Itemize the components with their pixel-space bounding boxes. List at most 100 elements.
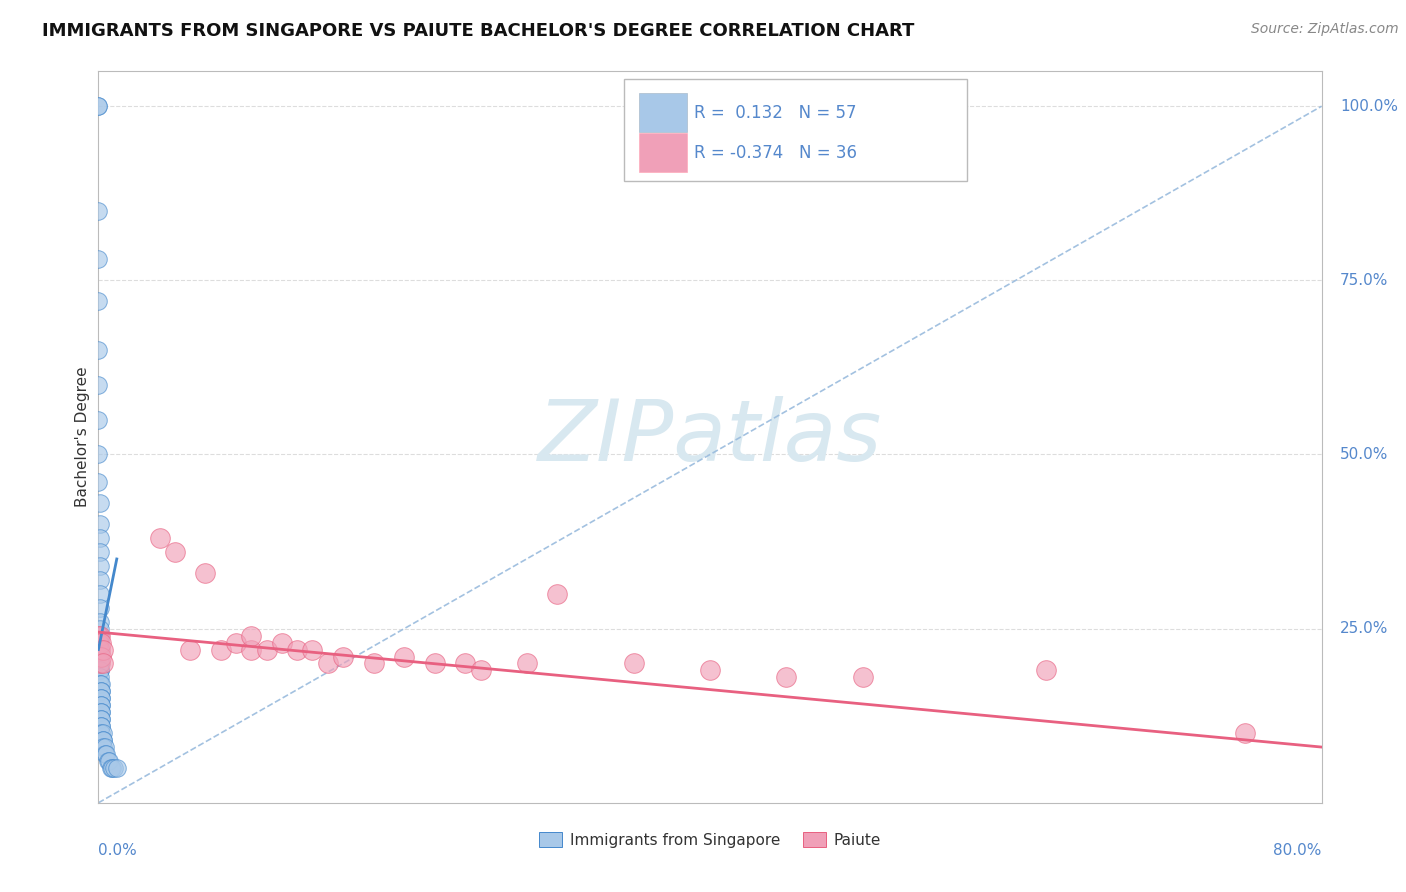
Point [91,733,114,747]
Point [546,587,568,601]
Point [105,761,128,775]
Point [89,677,111,691]
Point [87,343,110,357]
Text: 80.0%: 80.0% [1274,843,1322,858]
Point [89,573,111,587]
Point [98,754,121,768]
Point [301,642,323,657]
Point [87,377,110,392]
Point [87,448,110,462]
Point [87,629,110,643]
Point [87,412,110,426]
FancyBboxPatch shape [624,78,967,181]
Point [423,657,446,671]
Point [90,712,112,726]
Point [87,252,110,267]
Point [91,733,114,747]
Text: ZIPatlas: ZIPatlas [538,395,882,479]
Point [285,642,308,657]
Point [89,657,111,671]
Point [90,698,112,713]
Point [89,558,111,573]
Point [89,545,111,559]
Point [91,642,114,657]
Legend: Immigrants from Singapore, Paiute: Immigrants from Singapore, Paiute [533,825,887,854]
Point [270,635,292,649]
Point [90,712,112,726]
Point [240,642,263,657]
Point [852,670,875,684]
Point [90,719,112,733]
Point [89,642,111,657]
Point [89,517,111,532]
Point [87,635,110,649]
Text: IMMIGRANTS FROM SINGAPORE VS PAIUTE BACHELOR'S DEGREE CORRELATION CHART: IMMIGRANTS FROM SINGAPORE VS PAIUTE BACH… [42,22,914,40]
Y-axis label: Bachelor's Degree: Bachelor's Degree [75,367,90,508]
Point [89,657,111,671]
Point [256,642,278,657]
Point [89,629,111,643]
Text: 0.0%: 0.0% [98,843,138,858]
Point [101,761,124,775]
Point [87,203,110,218]
Point [149,531,172,545]
Point [91,726,114,740]
Point [90,684,112,698]
Text: 75.0%: 75.0% [1340,273,1388,288]
Point [93,740,115,755]
Point [89,629,111,643]
Point [90,684,112,698]
Point [87,99,110,113]
Point [623,657,645,671]
Text: R =  0.132   N = 57: R = 0.132 N = 57 [695,104,856,122]
Point [89,496,111,510]
Point [90,698,112,713]
FancyBboxPatch shape [640,93,686,132]
Point [91,740,114,755]
Text: 25.0%: 25.0% [1340,621,1388,636]
Point [454,657,477,671]
Point [89,642,111,657]
Point [89,657,111,671]
Text: Source: ZipAtlas.com: Source: ZipAtlas.com [1251,22,1399,37]
Point [90,691,112,706]
Point [89,664,111,678]
Point [470,664,492,678]
Point [699,664,721,678]
Point [87,99,110,113]
Point [209,642,232,657]
Point [94,747,117,761]
Point [90,649,112,664]
Point [775,670,797,684]
Point [89,531,111,545]
Point [1234,726,1257,740]
Point [91,657,114,671]
Point [89,615,111,629]
Point [163,545,186,559]
Point [90,705,112,719]
Point [93,747,115,761]
Point [363,657,385,671]
Point [225,635,247,649]
Text: 50.0%: 50.0% [1340,447,1388,462]
Point [90,635,112,649]
Point [194,566,217,580]
Point [97,754,120,768]
Point [516,657,538,671]
Point [89,635,111,649]
FancyBboxPatch shape [640,133,686,172]
Point [332,649,354,664]
Point [90,726,112,740]
Point [90,719,112,733]
Point [90,677,112,691]
Text: R = -0.374   N = 36: R = -0.374 N = 36 [695,144,858,161]
Text: 100.0%: 100.0% [1340,99,1398,113]
Point [1035,664,1057,678]
Point [89,670,111,684]
Point [100,761,122,775]
Point [87,294,110,309]
Point [89,649,111,664]
Point [89,622,111,636]
Point [179,642,201,657]
Point [392,649,416,664]
